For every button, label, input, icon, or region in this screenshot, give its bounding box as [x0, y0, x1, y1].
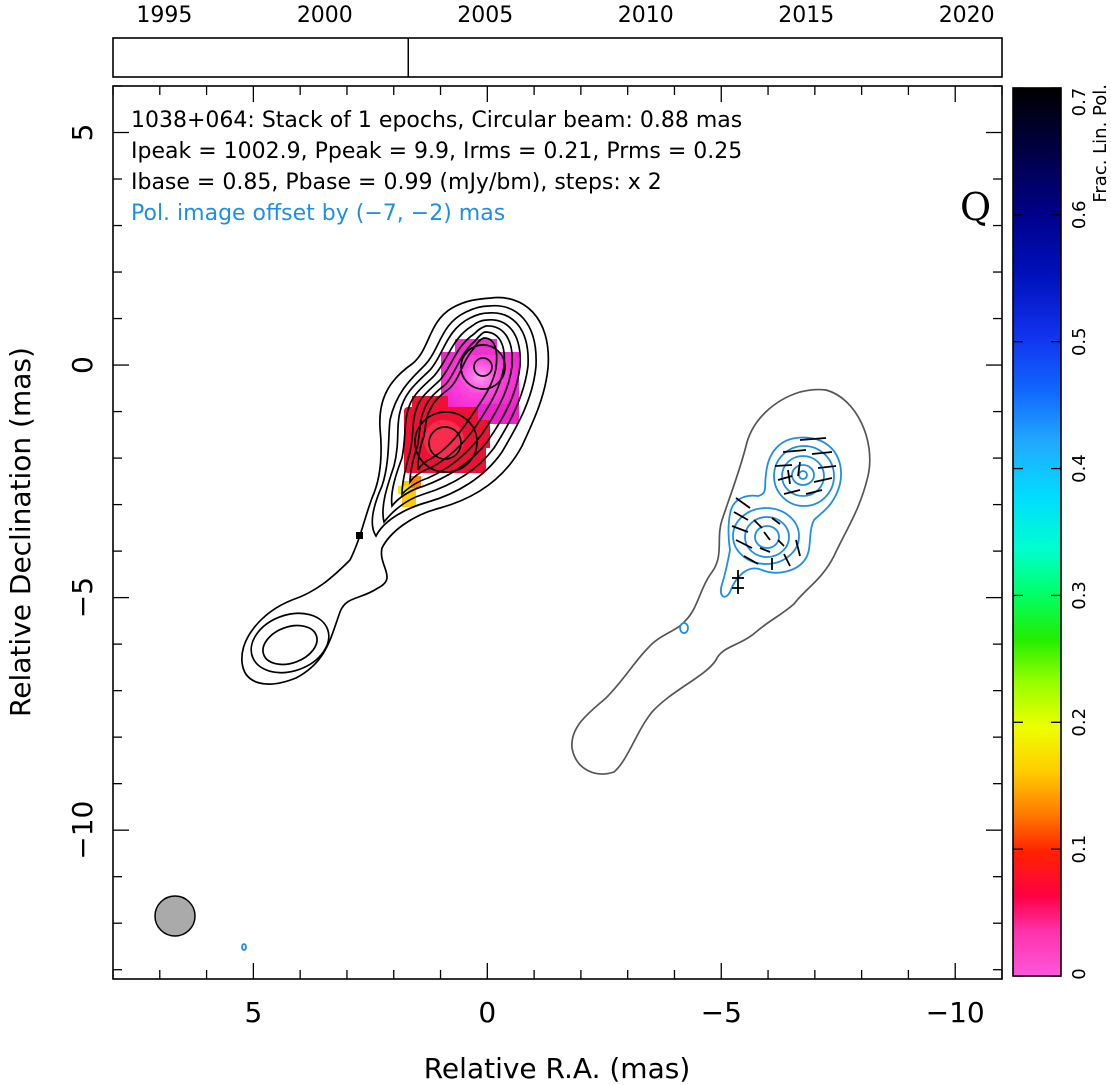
timeline-year-label: 2020: [939, 3, 995, 28]
stokes-contour-5: [401, 325, 514, 497]
timeline-year-label: 2015: [778, 3, 834, 28]
map-content: [154, 296, 871, 951]
evpa-stick: [774, 464, 793, 467]
timeline-year-label: 1995: [136, 3, 192, 28]
y-tick-labels: 5 0 −5 −10: [66, 124, 99, 860]
colorbar-fill: [1013, 88, 1061, 976]
stokes-core-ring-2: [473, 357, 493, 377]
y-tick-label: 5: [66, 124, 99, 142]
pol-outline-contour: [571, 388, 871, 775]
pol-contour-4b: [754, 525, 780, 549]
evpa-stick: [811, 451, 833, 455]
y-axis-label: Relative Declination (mas): [4, 347, 37, 717]
pol-contour-3b: [744, 516, 790, 558]
evpa-stick: [782, 449, 807, 453]
x-tick-label: −10: [926, 996, 985, 1029]
evpa-vectors: [731, 437, 837, 594]
evpa-stick: [805, 489, 823, 495]
colorbar-tick-label: 0.1: [1069, 835, 1090, 864]
colorbar: 0 0.1 0.2 0.3 0.4 0.5 0.6 0.7 Frac. Lin. Pol.: [1012, 84, 1111, 980]
evpa-stick: [753, 519, 763, 529]
evpa-stick: [817, 465, 837, 469]
stokes-contour-1: [241, 296, 550, 685]
colorbar-tick-label: 0.4: [1069, 454, 1090, 483]
annotation-line-1: 1038+064: Stack of 1 epochs, Circular be…: [131, 108, 742, 133]
colorbar-tick-label: 0.5: [1069, 327, 1090, 356]
timeline-year-labels: 1995 2000 2005 2010 2015 2020: [136, 3, 994, 28]
x-tick-label: 0: [478, 996, 496, 1029]
evpa-stick: [763, 531, 771, 541]
timeline-year-label: 2010: [618, 3, 674, 28]
colorbar-ticks: 0 0.1 0.2 0.3 0.4 0.5 0.6 0.7: [1013, 87, 1090, 980]
evpa-stick: [731, 525, 749, 533]
pol-contour-2b: [732, 507, 800, 565]
pol-island-1: [679, 622, 689, 634]
y-tick-label: 0: [66, 356, 99, 374]
stokes-outer-knot-2: [262, 624, 318, 666]
evpa-stick: [777, 539, 785, 547]
evpa-stick: [735, 497, 751, 509]
annotation-line-4: Pol. image offset by (−7, −2) mas: [131, 201, 505, 226]
fpol-region-red-tail: [470, 420, 490, 448]
stokes-knot-ring-2: [428, 426, 462, 460]
pol-contour-3a: [781, 455, 825, 497]
stokes-i-contours: [241, 296, 550, 685]
stokes-contour-6: [409, 331, 506, 485]
evpa-stick: [797, 461, 801, 477]
colorbar-frame: [1012, 87, 1062, 977]
annotation-line-2: Ipeak = 1002.9, Ppeak = 9.9, Irms = 0.21…: [131, 139, 742, 164]
beam-ellipse: [154, 895, 196, 937]
evpa-stick: [795, 539, 801, 557]
stokes-outer-knot-1: [250, 612, 330, 674]
colorbar-label: Frac. Lin. Pol.: [1090, 84, 1111, 203]
evpa-stick: [759, 547, 771, 553]
colorbar-tick-label: 0.3: [1069, 581, 1090, 610]
colorbar-tick-label: 0.6: [1069, 201, 1090, 230]
timeline: 1995 2000 2005 2010 2015 2020: [112, 3, 1003, 78]
pol-contour-2a: [773, 445, 835, 507]
evpa-stick: [771, 517, 781, 525]
y-tick-label: −5: [66, 577, 99, 618]
annotation-line-3: Ibase = 0.85, Pbase = 0.99 (mJy/bm), ste…: [131, 170, 662, 195]
stokes-contour-2: [371, 304, 537, 538]
fpol-region-orange: [411, 476, 421, 488]
evpa-stick: [743, 555, 759, 565]
evpa-stick: [783, 553, 791, 567]
fpol-region-yellow-bright: [398, 486, 408, 494]
evpa-stick: [783, 489, 801, 495]
x-tick-labels: 5 0 −5 −10: [244, 996, 984, 1029]
map-panel: 1038+064: Stack of 1 epochs, Circular be…: [4, 85, 1003, 1085]
axis-ticks: [112, 85, 1003, 979]
x-tick-label: 5: [244, 996, 262, 1029]
stokes-contour-4: [390, 319, 521, 509]
stokes-knot-ring-1: [414, 411, 478, 473]
fpol-region-magenta-patch: [478, 404, 508, 420]
y-tick-label: −10: [66, 801, 99, 860]
stokes-core-ring-1: [460, 344, 506, 390]
evpa-stick: [733, 511, 749, 521]
plot-background: [113, 86, 1002, 979]
evpa-stick: [735, 539, 753, 549]
x-tick-label: −5: [701, 996, 742, 1029]
timeline-frame: [112, 37, 1003, 78]
evpa-stick: [799, 437, 827, 441]
x-axis-label: Relative R.A. (mas): [424, 1052, 691, 1085]
stokes-label: Q: [960, 185, 991, 229]
pol-contour-1: [720, 436, 842, 598]
plot-frame: [112, 85, 1003, 980]
pol-contour-4a: [791, 464, 815, 486]
evpa-stick: [787, 469, 791, 485]
colorbar-tick-label: 0: [1069, 968, 1090, 979]
pol-island-2: [241, 943, 247, 951]
colorbar-tick-label: 0.2: [1069, 708, 1090, 737]
timeline-year-label: 2005: [457, 3, 513, 28]
timeline-year-label: 2000: [297, 3, 353, 28]
stokes-contour-3: [382, 312, 529, 524]
evpa-stick: [813, 477, 833, 483]
colorbar-tick-label: 0.7: [1069, 88, 1090, 117]
